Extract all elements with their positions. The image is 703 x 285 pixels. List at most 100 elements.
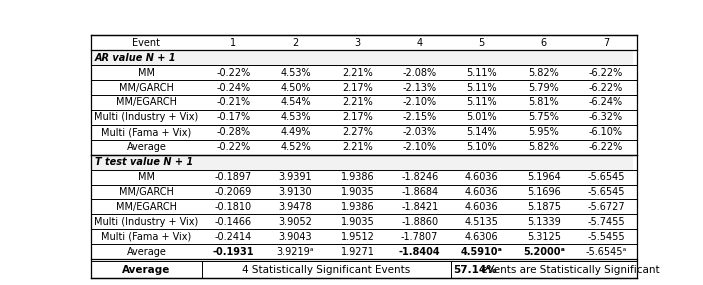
Text: 4.50%: 4.50% <box>280 83 311 93</box>
Text: Multi (Industry + Vix): Multi (Industry + Vix) <box>94 112 198 122</box>
Text: -5.6545: -5.6545 <box>587 187 625 197</box>
Text: Multi (Fama + Vix): Multi (Fama + Vix) <box>101 232 192 242</box>
Text: -5.6545: -5.6545 <box>587 172 625 182</box>
Text: 5.1964: 5.1964 <box>527 172 561 182</box>
Text: 57.14%: 57.14% <box>453 265 497 275</box>
Text: 1.9271: 1.9271 <box>341 247 375 257</box>
Text: MM: MM <box>138 172 155 182</box>
Text: -0.17%: -0.17% <box>217 112 250 122</box>
Text: 5.81%: 5.81% <box>529 97 559 107</box>
Text: 4.54%: 4.54% <box>280 97 311 107</box>
Text: 3: 3 <box>354 38 361 48</box>
Text: 5.3125: 5.3125 <box>527 232 561 242</box>
Text: 5.1339: 5.1339 <box>527 217 561 227</box>
Text: -0.22%: -0.22% <box>217 68 250 78</box>
Bar <box>91 155 637 170</box>
Text: -0.28%: -0.28% <box>217 127 250 137</box>
Text: events are Statistically Significant: events are Statistically Significant <box>477 265 659 275</box>
Text: 1.9035: 1.9035 <box>341 217 375 227</box>
Text: -0.22%: -0.22% <box>217 142 250 152</box>
Text: 2.27%: 2.27% <box>342 127 373 137</box>
Text: 5.75%: 5.75% <box>529 112 560 122</box>
Text: 5.1696: 5.1696 <box>527 187 561 197</box>
Text: -6.22%: -6.22% <box>589 68 623 78</box>
Text: -6.24%: -6.24% <box>589 97 623 107</box>
Text: 5.1875: 5.1875 <box>527 202 561 212</box>
Text: 1.9386: 1.9386 <box>341 202 375 212</box>
Text: -5.5455: -5.5455 <box>587 232 625 242</box>
Text: -0.2414: -0.2414 <box>214 232 252 242</box>
Text: 4.5910ᵃ: 4.5910ᵃ <box>461 247 503 257</box>
Text: 5.10%: 5.10% <box>467 142 497 152</box>
Text: -1.8404: -1.8404 <box>399 247 441 257</box>
Bar <box>91 50 637 65</box>
Text: -2.10%: -2.10% <box>403 97 437 107</box>
Text: 5: 5 <box>479 38 485 48</box>
Text: -0.2069: -0.2069 <box>214 187 252 197</box>
Text: -5.7455: -5.7455 <box>587 217 625 227</box>
Text: 4.49%: 4.49% <box>280 127 311 137</box>
Text: 4.6306: 4.6306 <box>465 232 498 242</box>
Text: 1.9035: 1.9035 <box>341 187 375 197</box>
Text: -1.7807: -1.7807 <box>401 232 439 242</box>
Text: -5.6545ᵃ: -5.6545ᵃ <box>586 247 626 257</box>
Text: Multi (Fama + Vix): Multi (Fama + Vix) <box>101 127 192 137</box>
Text: 5.79%: 5.79% <box>529 83 560 93</box>
Text: 2.21%: 2.21% <box>342 97 373 107</box>
Text: 5.11%: 5.11% <box>467 97 497 107</box>
Text: -6.32%: -6.32% <box>589 112 623 122</box>
Text: 3.9130: 3.9130 <box>278 187 312 197</box>
Text: 4.52%: 4.52% <box>280 142 311 152</box>
Text: -5.6727: -5.6727 <box>587 202 625 212</box>
Text: 4: 4 <box>417 38 423 48</box>
Text: Average: Average <box>127 142 167 152</box>
Text: 3.9219ᵃ: 3.9219ᵃ <box>277 247 314 257</box>
Text: 2.17%: 2.17% <box>342 83 373 93</box>
Text: 2: 2 <box>292 38 299 48</box>
Text: 4.53%: 4.53% <box>280 68 311 78</box>
Text: -2.10%: -2.10% <box>403 142 437 152</box>
Text: MM/GARCH: MM/GARCH <box>119 187 174 197</box>
Text: 4.6036: 4.6036 <box>465 172 498 182</box>
Text: 2.21%: 2.21% <box>342 142 373 152</box>
Text: -1.8246: -1.8246 <box>401 172 438 182</box>
Text: -0.1466: -0.1466 <box>215 217 252 227</box>
Text: 5.95%: 5.95% <box>529 127 560 137</box>
Text: -1.8421: -1.8421 <box>401 202 438 212</box>
Text: T test value N + 1: T test value N + 1 <box>95 157 193 167</box>
Text: 7: 7 <box>603 38 609 48</box>
Text: 1.9386: 1.9386 <box>341 172 375 182</box>
Text: 4.6036: 4.6036 <box>465 187 498 197</box>
Text: -0.21%: -0.21% <box>217 97 250 107</box>
Text: 5.82%: 5.82% <box>529 68 560 78</box>
Text: AR value N + 1: AR value N + 1 <box>95 53 176 63</box>
Text: -0.1810: -0.1810 <box>215 202 252 212</box>
Text: 4.53%: 4.53% <box>280 112 311 122</box>
Text: -2.13%: -2.13% <box>403 83 437 93</box>
Text: MM/EGARCH: MM/EGARCH <box>116 202 177 212</box>
Text: -6.10%: -6.10% <box>589 127 623 137</box>
Text: 5.01%: 5.01% <box>467 112 497 122</box>
Text: 5.11%: 5.11% <box>467 83 497 93</box>
Text: -2.03%: -2.03% <box>403 127 437 137</box>
Text: Multi (Industry + Vix): Multi (Industry + Vix) <box>94 217 198 227</box>
Text: -1.8860: -1.8860 <box>401 217 438 227</box>
Text: -6.22%: -6.22% <box>589 83 623 93</box>
Text: 2.17%: 2.17% <box>342 112 373 122</box>
Text: 4.6036: 4.6036 <box>465 202 498 212</box>
Text: -2.15%: -2.15% <box>403 112 437 122</box>
Text: 5.11%: 5.11% <box>467 68 497 78</box>
Text: 5.14%: 5.14% <box>467 127 497 137</box>
Text: 2.21%: 2.21% <box>342 68 373 78</box>
Text: 4 Statistically Significant Events: 4 Statistically Significant Events <box>243 265 411 275</box>
Text: -0.24%: -0.24% <box>217 83 250 93</box>
Text: 1.9512: 1.9512 <box>341 232 375 242</box>
Text: 4.5135: 4.5135 <box>465 217 498 227</box>
Text: MM/EGARCH: MM/EGARCH <box>116 97 177 107</box>
Text: 1: 1 <box>231 38 236 48</box>
Text: -6.22%: -6.22% <box>589 142 623 152</box>
Text: MM/GARCH: MM/GARCH <box>119 83 174 93</box>
Text: 3.9052: 3.9052 <box>278 217 312 227</box>
Text: MM: MM <box>138 68 155 78</box>
Text: 3.9391: 3.9391 <box>278 172 312 182</box>
